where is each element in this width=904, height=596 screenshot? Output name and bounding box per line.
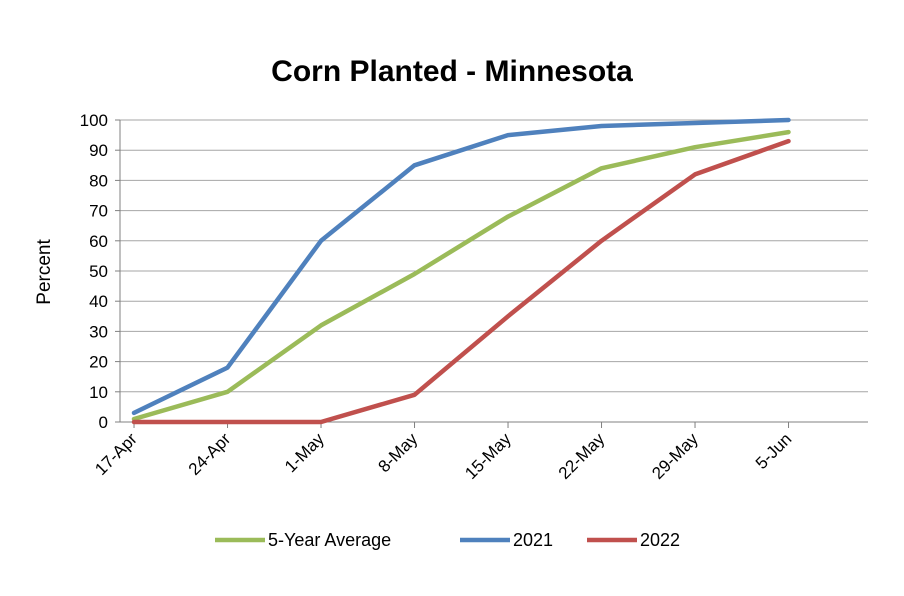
y-tick-label: 70 — [89, 202, 108, 221]
y-axis-label: Percent — [34, 239, 55, 305]
legend-label: 2021 — [513, 530, 553, 550]
y-tick-label: 20 — [89, 353, 108, 372]
x-tick-labels: 17-Apr 24-Apr 1-May 8-May 15-May 22-May 29-May… — [91, 429, 795, 483]
y-tick-label: 10 — [89, 383, 108, 402]
axes — [119, 120, 868, 428]
series-line — [131, 138, 791, 425]
y-tick-label: 30 — [89, 322, 108, 341]
x-tick-label: 24-Apr — [185, 429, 235, 479]
y-tick-label: 80 — [89, 171, 108, 190]
series-line — [131, 117, 791, 416]
series-lines — [131, 117, 791, 425]
y-tick-label: 100 — [80, 111, 108, 130]
legend: 5-Year Average 2021 2022 — [215, 530, 680, 550]
x-tick-label: 17-Apr — [91, 429, 141, 479]
x-tick-label: 15-May — [461, 429, 515, 483]
y-tick-label: 40 — [89, 292, 108, 311]
y-tick-labels: 0 10 20 30 40 50 60 70 80 90 100 — [80, 111, 108, 432]
series-line — [131, 129, 791, 422]
y-tick-label: 0 — [99, 413, 108, 432]
x-tick-label: 29-May — [648, 429, 702, 483]
x-tick-label: 22-May — [555, 429, 609, 483]
y-tick-label: 50 — [89, 262, 108, 281]
y-tick-label: 90 — [89, 141, 108, 160]
legend-label: 5-Year Average — [268, 530, 391, 550]
x-tick-label: 5-Jun — [752, 429, 796, 473]
legend-label: 2022 — [640, 530, 680, 550]
y-tick-label: 60 — [89, 232, 108, 251]
x-tick-label: 1-May — [281, 429, 328, 476]
x-tick-label: 8-May — [375, 429, 422, 476]
chart-title: Corn Planted - Minnesota — [271, 55, 633, 88]
gridlines — [115, 119, 868, 423]
